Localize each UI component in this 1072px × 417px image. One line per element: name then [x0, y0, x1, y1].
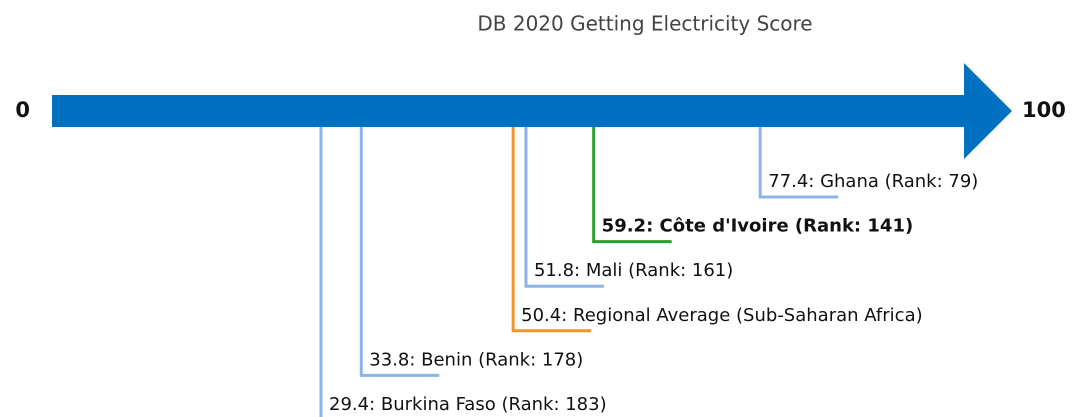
tick-label: 0: [15, 98, 30, 122]
marker-line: [511, 127, 592, 333]
marker-line: [592, 127, 672, 244]
marker-line: [524, 127, 604, 288]
marker-label: 59.2: Côte d'Ivoire (Rank: 141): [602, 216, 914, 237]
tick-label: 100: [1022, 98, 1066, 122]
axis-arrow-head: [964, 63, 1012, 159]
marker-label: 77.4: Ghana (Rank: 79): [768, 171, 978, 192]
marker-line: [319, 127, 323, 417]
marker-label: 51.8: Mali (Rank: 161): [534, 260, 733, 281]
chart-title: DB 2020 Getting Electricity Score: [477, 12, 812, 36]
marker-line: [758, 127, 839, 199]
marker-label: 29.4: Burkina Faso (Rank: 183): [329, 394, 607, 415]
marker-label: 50.4: Regional Average (Sub-Saharan Afri…: [521, 305, 922, 326]
marker-line: [359, 127, 440, 377]
axis-arrow-bar: [52, 95, 965, 127]
marker-label: 33.8: Benin (Rank: 178): [369, 349, 583, 370]
